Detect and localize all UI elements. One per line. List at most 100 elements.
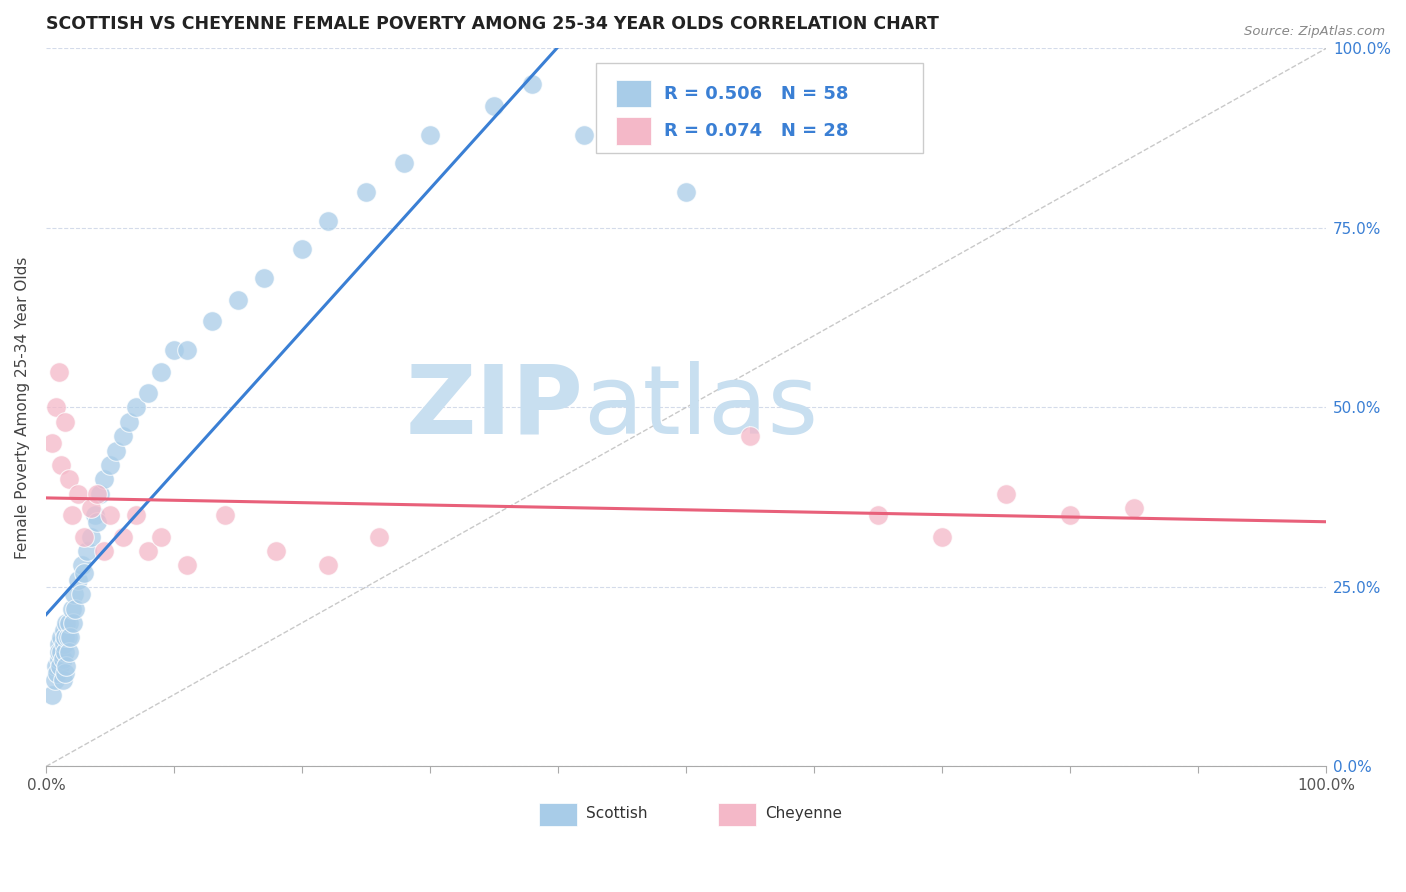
- Point: [52, 652, 75, 666]
- Point: [48, 365, 70, 379]
- Y-axis label: Female Poverty Among 25-34 Year Olds: Female Poverty Among 25-34 Year Olds: [15, 256, 30, 558]
- Text: SCOTTISH VS CHEYENNE FEMALE POVERTY AMONG 25-34 YEAR OLDS CORRELATION CHART: SCOTTISH VS CHEYENNE FEMALE POVERTY AMON…: [46, 15, 939, 33]
- Point: [69, 587, 91, 601]
- Point: [55, 659, 77, 673]
- Point: [58, 615, 80, 630]
- Point: [48, 652, 70, 666]
- Point: [53, 666, 76, 681]
- Point: [105, 443, 128, 458]
- Point: [66, 486, 89, 500]
- Text: Source: ZipAtlas.com: Source: ZipAtlas.com: [1244, 25, 1385, 38]
- Point: [118, 415, 141, 429]
- Point: [53, 644, 76, 658]
- Point: [93, 544, 115, 558]
- Point: [367, 530, 389, 544]
- Point: [738, 429, 761, 443]
- Point: [58, 644, 80, 658]
- Point: [98, 508, 121, 523]
- FancyBboxPatch shape: [718, 803, 756, 826]
- Point: [83, 508, 105, 523]
- Point: [316, 558, 339, 573]
- Text: R = 0.074   N = 28: R = 0.074 N = 28: [664, 122, 849, 140]
- Point: [70, 558, 93, 573]
- Point: [482, 99, 505, 113]
- FancyBboxPatch shape: [538, 803, 578, 826]
- Point: [291, 243, 314, 257]
- Point: [73, 566, 96, 580]
- Point: [52, 637, 75, 651]
- Point: [73, 530, 96, 544]
- Point: [86, 486, 108, 500]
- Point: [58, 472, 80, 486]
- Point: [150, 530, 173, 544]
- Point: [111, 429, 134, 443]
- Point: [995, 486, 1018, 500]
- Point: [48, 637, 70, 651]
- Point: [124, 508, 146, 523]
- Point: [150, 365, 173, 379]
- Point: [163, 343, 186, 357]
- Point: [62, 615, 84, 630]
- Text: Cheyenne: Cheyenne: [765, 805, 842, 821]
- Point: [56, 630, 79, 644]
- Point: [675, 185, 697, 199]
- Point: [89, 486, 111, 500]
- Point: [46, 666, 69, 681]
- FancyBboxPatch shape: [616, 118, 651, 145]
- Point: [76, 544, 98, 558]
- Point: [60, 508, 83, 523]
- Point: [86, 516, 108, 530]
- Point: [66, 573, 89, 587]
- Point: [80, 530, 103, 544]
- Point: [226, 293, 249, 307]
- Point: [93, 472, 115, 486]
- Text: ZIP: ZIP: [406, 361, 583, 454]
- Point: [138, 386, 160, 401]
- Point: [98, 458, 121, 472]
- Point: [111, 530, 134, 544]
- Point: [44, 673, 66, 688]
- Point: [252, 271, 274, 285]
- Point: [354, 185, 377, 199]
- Text: Scottish: Scottish: [586, 805, 648, 821]
- Point: [48, 644, 70, 658]
- Point: [1059, 508, 1081, 523]
- Point: [214, 508, 236, 523]
- Point: [176, 558, 198, 573]
- Point: [316, 214, 339, 228]
- Point: [41, 436, 63, 450]
- Point: [80, 500, 103, 515]
- Point: [1123, 500, 1146, 515]
- Point: [419, 128, 441, 142]
- Point: [60, 601, 83, 615]
- Point: [522, 78, 544, 92]
- Point: [51, 644, 73, 658]
- Point: [49, 659, 72, 673]
- Point: [65, 601, 87, 615]
- Point: [124, 401, 146, 415]
- Point: [51, 458, 73, 472]
- Point: [53, 630, 76, 644]
- Point: [176, 343, 198, 357]
- Point: [52, 623, 75, 637]
- FancyBboxPatch shape: [596, 62, 922, 153]
- Point: [138, 544, 160, 558]
- Point: [41, 688, 63, 702]
- Point: [572, 128, 595, 142]
- Point: [53, 415, 76, 429]
- Point: [52, 673, 75, 688]
- Point: [201, 314, 224, 328]
- Point: [59, 630, 82, 644]
- Point: [866, 508, 889, 523]
- Point: [394, 156, 416, 170]
- Point: [45, 401, 67, 415]
- Point: [51, 630, 73, 644]
- Point: [45, 659, 67, 673]
- Text: atlas: atlas: [583, 361, 818, 454]
- Point: [63, 587, 86, 601]
- Point: [931, 530, 953, 544]
- Text: R = 0.506   N = 58: R = 0.506 N = 58: [664, 85, 849, 103]
- Point: [266, 544, 288, 558]
- FancyBboxPatch shape: [616, 80, 651, 107]
- Point: [55, 615, 77, 630]
